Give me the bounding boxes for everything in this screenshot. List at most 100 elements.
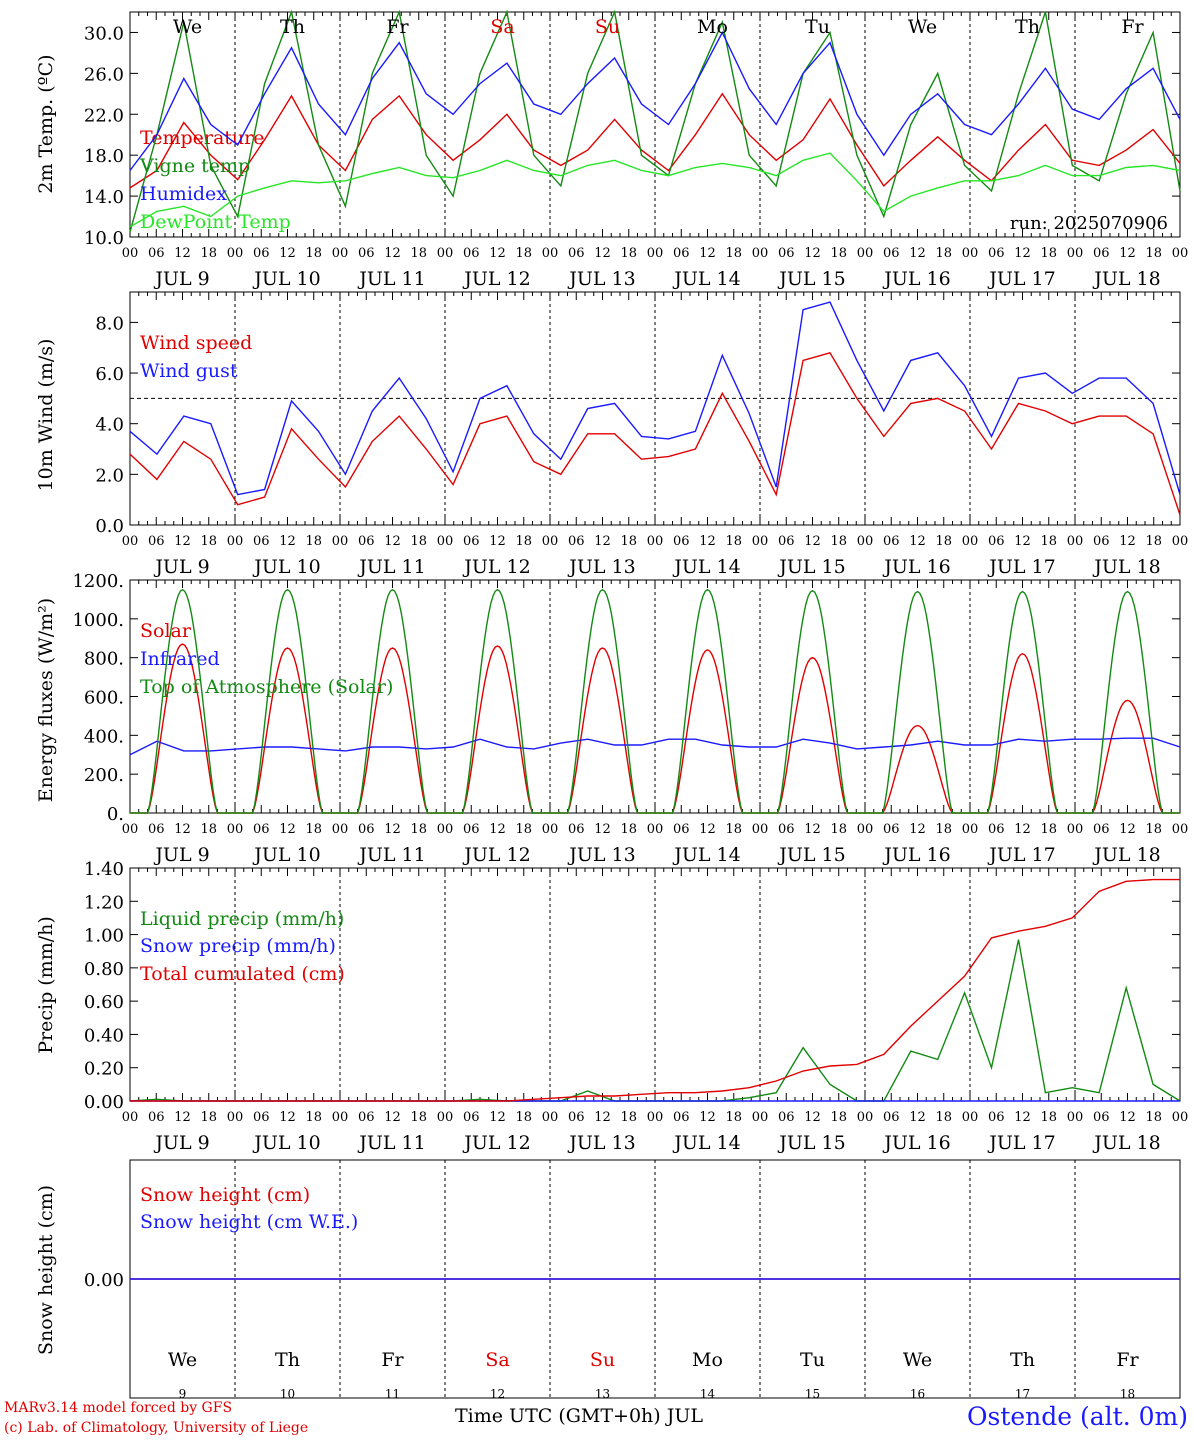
date-label: JUL 14 <box>672 1132 740 1154</box>
y-tick-label: 8.0 <box>95 313 124 334</box>
date-label: JUL 9 <box>153 1132 209 1154</box>
hour-tick-label: 00 <box>1067 822 1084 837</box>
hour-tick-label: 18 <box>620 1110 637 1125</box>
hour-tick-label: 18 <box>620 246 637 261</box>
legend-entry: Total cumulated (cm) <box>140 963 345 985</box>
hour-tick-label: 06 <box>568 822 585 837</box>
hour-tick-label: 06 <box>988 1110 1005 1125</box>
hour-tick-label: 00 <box>647 534 664 549</box>
hour-tick-label: 00 <box>122 534 139 549</box>
hour-tick-label: 00 <box>752 1110 769 1125</box>
hour-tick-label: 00 <box>542 822 559 837</box>
hour-tick-label: 00 <box>227 822 244 837</box>
hour-tick-label: 06 <box>148 822 165 837</box>
y-tick-label: 0.0 <box>95 516 124 537</box>
date-label: JUL 11 <box>357 556 425 578</box>
y-tick-label: 10.0 <box>84 228 124 249</box>
hour-tick-label: 12 <box>1119 1110 1136 1125</box>
date-label: JUL 11 <box>357 844 425 866</box>
hour-tick-label: 06 <box>673 246 690 261</box>
hour-tick-label: 18 <box>410 246 427 261</box>
y-tick-label: 22.0 <box>84 105 124 126</box>
y-tick-label: 0.40 <box>84 1025 124 1046</box>
hour-tick-label: 12 <box>594 534 611 549</box>
series-line-total-cumulated-cm- <box>130 878 1180 1102</box>
hour-tick-label: 12 <box>699 534 716 549</box>
hour-tick-label: 00 <box>122 1110 139 1125</box>
series-line-infrared <box>129 737 1181 756</box>
hour-tick-label: 12 <box>279 822 296 837</box>
hour-tick-label: 18 <box>830 246 847 261</box>
hour-tick-label: 12 <box>1014 246 1031 261</box>
date-label: JUL 15 <box>777 556 845 578</box>
hour-tick-label: 12 <box>384 534 401 549</box>
legend-entry: Temperature <box>140 127 264 149</box>
y-tick-label: 18.0 <box>84 146 124 167</box>
y-tick-label: 1000. <box>72 610 124 631</box>
series-line-temperature <box>129 92 1181 189</box>
hour-tick-label: 00 <box>332 246 349 261</box>
hour-tick-label: 18 <box>305 246 322 261</box>
hour-tick-label: 00 <box>542 246 559 261</box>
hour-tick-label: 06 <box>988 534 1005 549</box>
hour-tick-label: 18 <box>410 534 427 549</box>
date-label: JUL 10 <box>252 268 320 290</box>
hour-tick-label: 06 <box>778 246 795 261</box>
date-label: JUL 17 <box>987 556 1055 578</box>
date-label: JUL 9 <box>153 556 209 578</box>
series-line-vigne-temp <box>129 9 1181 233</box>
series-line-solar <box>130 643 1180 814</box>
hour-tick-label: 18 <box>200 246 217 261</box>
date-label: JUL 17 <box>987 1132 1055 1154</box>
date-label: JUL 9 <box>153 268 209 290</box>
series-line-wind-speed <box>129 351 1181 516</box>
day-name-top: Su <box>595 16 620 38</box>
hour-tick-label: 00 <box>1067 534 1084 549</box>
day-number: 10 <box>280 1387 295 1401</box>
hour-tick-label: 00 <box>332 534 349 549</box>
hour-tick-label: 00 <box>122 822 139 837</box>
hour-tick-label: 18 <box>1040 534 1057 549</box>
hour-tick-label: 12 <box>909 246 926 261</box>
date-label: JUL 16 <box>882 556 950 578</box>
day-number: 9 <box>179 1387 187 1401</box>
date-label: JUL 9 <box>153 844 209 866</box>
hour-tick-label: 18 <box>305 1110 322 1125</box>
hour-tick-label: 06 <box>148 246 165 261</box>
y-axis-label: Energy fluxes (W/m²) <box>35 598 57 802</box>
hour-tick-label: 18 <box>200 534 217 549</box>
y-tick-label: 2.0 <box>95 465 124 486</box>
hour-tick-label: 00 <box>437 246 454 261</box>
y-tick-label: 1.00 <box>84 926 124 947</box>
hour-tick-label: 00 <box>647 822 664 837</box>
hour-tick-label: 12 <box>699 246 716 261</box>
hour-tick-label: 00 <box>437 534 454 549</box>
hour-tick-label: 00 <box>857 1110 874 1125</box>
hour-tick-label: 18 <box>515 1110 532 1125</box>
hour-tick-label: 06 <box>148 1110 165 1125</box>
hour-tick-label: 18 <box>725 1110 742 1125</box>
legend-entry: Liquid precip (mm/h) <box>140 908 344 930</box>
hour-tick-label: 00 <box>227 534 244 549</box>
hour-tick-label: 06 <box>883 246 900 261</box>
hour-tick-label: 18 <box>830 1110 847 1125</box>
hour-tick-label: 00 <box>1067 246 1084 261</box>
hour-tick-label: 00 <box>752 534 769 549</box>
hour-tick-label: 06 <box>883 822 900 837</box>
y-tick-label: 800. <box>84 649 124 670</box>
hour-tick-label: 12 <box>384 1110 401 1125</box>
hour-tick-label: 18 <box>1145 822 1162 837</box>
hour-tick-label: 18 <box>305 822 322 837</box>
series-line-dewpoint-temp <box>129 152 1181 228</box>
y-tick-label: 0.80 <box>84 959 124 980</box>
hour-tick-label: 00 <box>227 246 244 261</box>
x-axis-title: Time UTC (GMT+0h) JUL <box>455 1405 703 1427</box>
day-name-bottom: Fr <box>381 1349 404 1371</box>
hour-tick-label: 00 <box>857 534 874 549</box>
hour-tick-label: 18 <box>410 822 427 837</box>
hour-tick-label: 18 <box>830 534 847 549</box>
hour-tick-label: 06 <box>1093 1110 1110 1125</box>
hour-tick-label: 06 <box>463 1110 480 1125</box>
hour-tick-label: 18 <box>620 822 637 837</box>
hour-tick-label: 06 <box>253 534 270 549</box>
